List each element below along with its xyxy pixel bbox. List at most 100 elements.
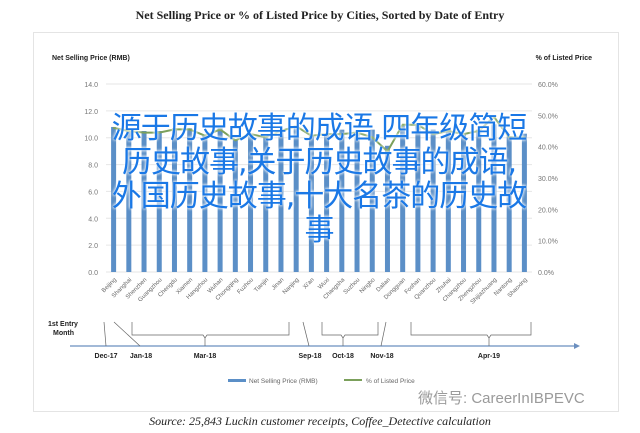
timeline-entry: Apr-19 (478, 353, 500, 360)
line-point (325, 133, 328, 135)
y-tick-label: 12.0 (84, 109, 98, 116)
chart-panel (33, 32, 619, 412)
timeline-bracket (410, 322, 532, 346)
overlay-text: 源于历史故事的成语,四年级简短历史故事,关于历史故事的成语,外国历史故事,十大名… (111, 111, 528, 248)
x-tick-label: Suzhou (343, 277, 362, 296)
timeline-entry: Oct-18 (332, 353, 354, 360)
line-point (462, 133, 465, 135)
line-point (143, 131, 145, 134)
timeline-arrow (574, 343, 580, 349)
line-point (341, 133, 343, 135)
bar (141, 131, 147, 272)
x-tick-label: Ningbo (359, 277, 377, 295)
bar (217, 128, 223, 272)
y-tick-label: 8.0 (88, 163, 98, 170)
line-point (188, 128, 191, 131)
bar (476, 129, 482, 272)
y-tick-label: 6.0 (88, 189, 98, 196)
line-point (158, 131, 161, 134)
bar (461, 133, 467, 272)
timeline-bracket (321, 322, 379, 346)
timeline-label: Month (53, 330, 74, 337)
timeline-entry: Nov-18 (370, 353, 393, 360)
line-point (356, 131, 358, 134)
y2-tick-label: 20.0% (538, 207, 558, 214)
timeline-connector (302, 321, 310, 347)
bar (187, 128, 193, 272)
watermark: 微信号: CareerInIBPEVC (418, 390, 585, 407)
line-point (112, 127, 115, 129)
bar (232, 139, 238, 272)
timeline-connector (113, 321, 141, 347)
bar (171, 128, 177, 272)
timeline-entry: Jan-18 (130, 353, 152, 360)
timeline-connector (380, 321, 387, 347)
bar (248, 133, 254, 272)
legend-swatch-line (344, 379, 362, 381)
timeline-label: 1st Entry (48, 321, 78, 328)
bar (339, 129, 345, 272)
line-point (280, 130, 282, 132)
x-tick-label: Xi'an (302, 277, 316, 291)
line-point (477, 130, 480, 132)
y2-tick-label: 60.0% (538, 82, 558, 89)
line-point (264, 136, 267, 139)
line-point (371, 136, 374, 139)
bar (126, 129, 132, 272)
line-point (493, 116, 495, 118)
line-point (432, 133, 434, 135)
line-point (417, 123, 419, 126)
legend-swatch-bar (228, 379, 246, 382)
timeline-entry: Mar-18 (194, 353, 217, 360)
y-tick-label: 10.0 (84, 136, 98, 143)
bar (308, 135, 314, 272)
x-tick-label: Wuxi (317, 277, 331, 291)
bar (430, 129, 436, 272)
y-tick-label: 2.0 (88, 243, 98, 250)
bar (293, 125, 299, 272)
x-tick-label: Fuzhou (237, 277, 255, 295)
y-tick-label: 0.0 (88, 270, 98, 277)
line-point (234, 139, 237, 142)
bar (111, 126, 117, 272)
source-note: Source: 25,843 Luckin customer receipts,… (149, 414, 491, 428)
chart-title: Net Selling Price or % of Listed Price b… (135, 8, 505, 22)
line-point (523, 136, 526, 139)
bar (400, 125, 406, 272)
line-point (447, 130, 450, 132)
y2-tick-label: 0.0% (538, 270, 554, 277)
y-tick-label: 4.0 (88, 216, 98, 223)
line-point (310, 134, 313, 137)
y2-axis-title: % of Listed Price (536, 55, 593, 62)
x-tick-label: Tianjin (254, 277, 271, 294)
bar (506, 136, 512, 272)
line-point (401, 123, 404, 126)
bar (384, 145, 390, 272)
bar (445, 129, 451, 272)
legend-label: Net Selling Price (RMB) (249, 378, 318, 385)
bar (278, 129, 284, 272)
line-series (113, 115, 525, 153)
line-point (204, 134, 206, 137)
line-point (295, 125, 297, 128)
line-point (173, 128, 176, 131)
x-tick-label: Nanjing (282, 277, 301, 296)
bar (521, 133, 527, 272)
y2-tick-label: 10.0% (538, 239, 558, 246)
bar (491, 124, 497, 273)
bar (415, 124, 421, 273)
timeline-entry: Sep-18 (299, 353, 322, 360)
bar (354, 133, 360, 272)
y2-tick-label: 50.0% (538, 113, 558, 120)
line-point (128, 130, 130, 132)
y-axis-title: Net Selling Price (RMB) (52, 55, 130, 62)
y2-tick-label: 40.0% (538, 145, 558, 152)
timeline-bracket (131, 322, 290, 346)
line-point (508, 136, 510, 139)
legend-label: % of Listed Price (366, 378, 415, 385)
y2-tick-label: 30.0% (538, 176, 558, 183)
bar (263, 136, 269, 272)
bar (369, 129, 375, 272)
line-point (386, 150, 389, 153)
